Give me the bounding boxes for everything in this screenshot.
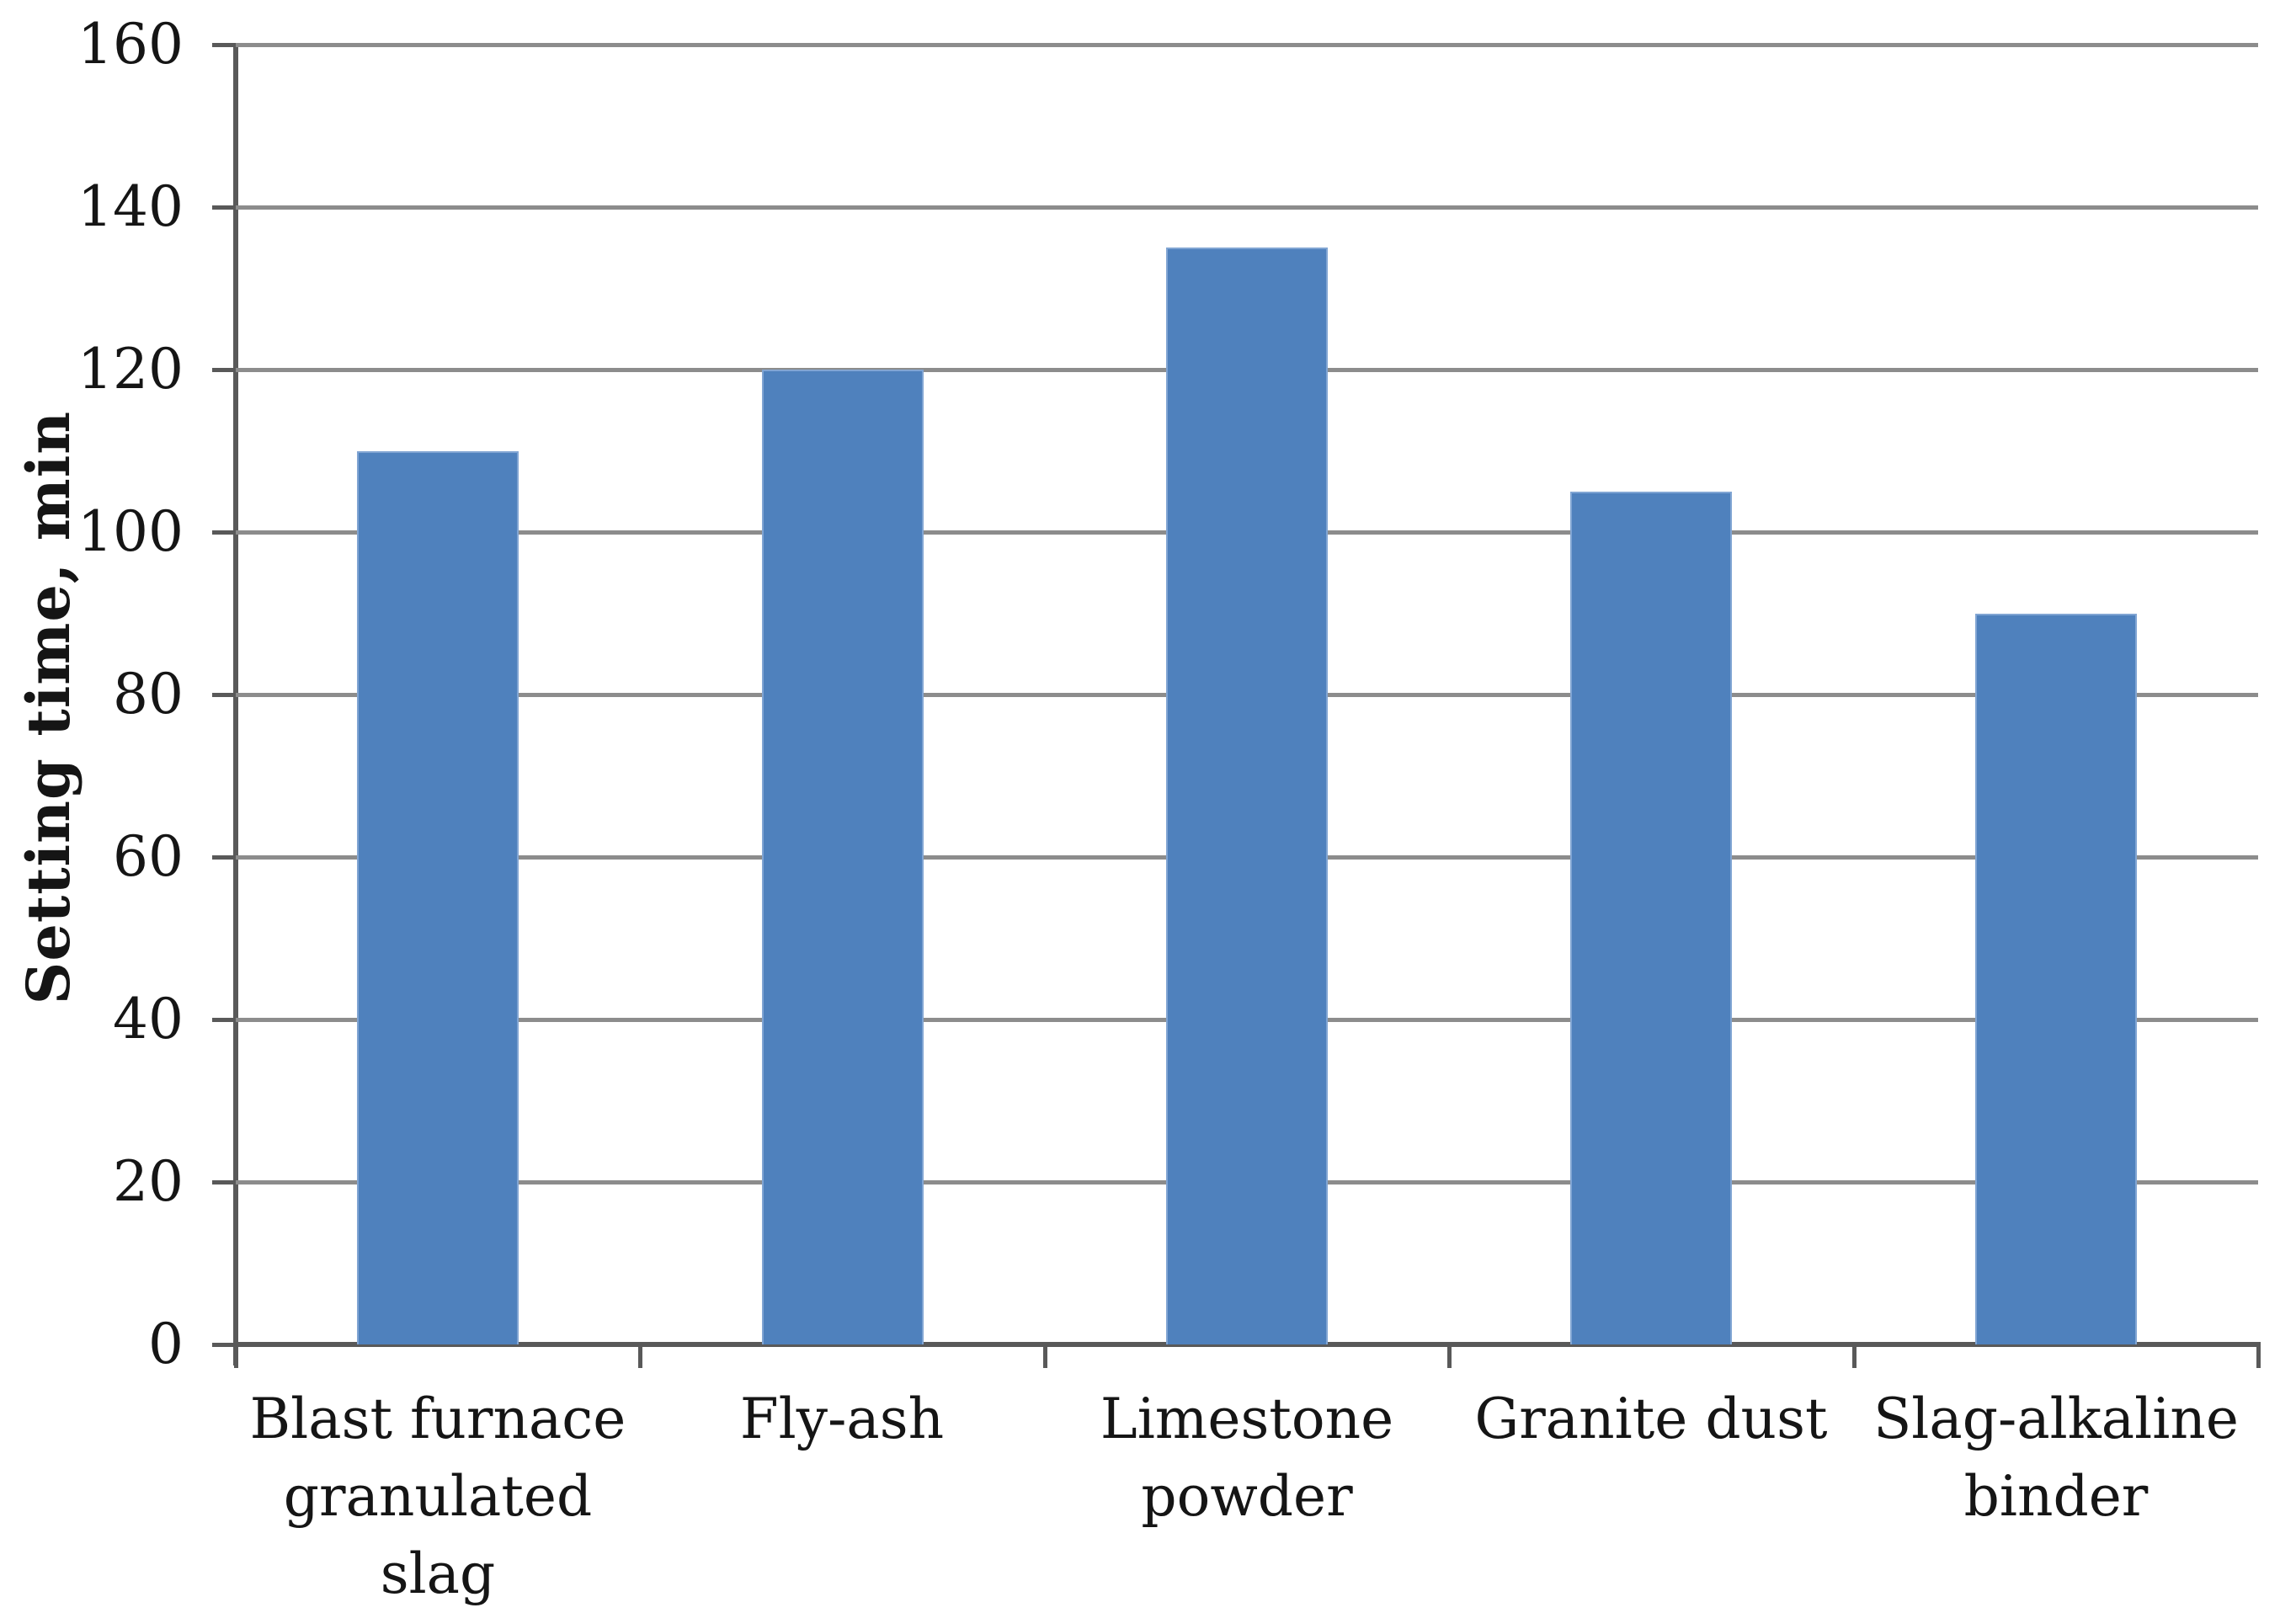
category-label: Fly-ash <box>739 1387 945 1451</box>
category-label: Granite dust <box>1474 1387 1828 1451</box>
y-axis-tick <box>212 205 236 210</box>
category-label: Slag-alkaline binder <box>1873 1387 2239 1529</box>
y-tick-label: 0 <box>148 1312 184 1376</box>
y-tick-label: 60 <box>113 824 184 889</box>
x-axis-tick <box>234 1347 238 1368</box>
y-tick-label: 20 <box>113 1149 184 1214</box>
bar <box>1975 614 2137 1344</box>
y-tick-label: 100 <box>77 499 184 564</box>
category-label: Limestone powder <box>1100 1387 1394 1529</box>
bar <box>357 451 519 1344</box>
y-axis-tick <box>212 1180 236 1184</box>
y-tick-label: 40 <box>113 987 184 1051</box>
x-axis-tick <box>638 1347 642 1368</box>
x-axis-line <box>233 1342 2261 1347</box>
gridline <box>236 43 2258 47</box>
y-axis-tick <box>212 1018 236 1022</box>
y-axis-line <box>233 45 238 1365</box>
bar <box>1570 492 1732 1344</box>
x-axis-tick <box>1852 1347 1857 1368</box>
plot-area: 0 20 40 60 80 100 120 140 160 Blast furnace granu… <box>77 12 2261 1606</box>
y-axis-tick <box>212 1343 236 1347</box>
y-tick-label: 80 <box>113 662 184 727</box>
bar <box>1166 248 1328 1344</box>
gridline <box>236 205 2258 210</box>
x-axis-tick <box>1043 1347 1047 1368</box>
y-axis-tick <box>212 530 236 535</box>
y-axis-tick <box>212 368 236 372</box>
y-tick-label: 160 <box>77 12 184 77</box>
y-tick-label: 140 <box>77 174 184 239</box>
y-axis-tick <box>212 693 236 697</box>
y-tick-label: 120 <box>77 337 184 402</box>
x-axis-tick <box>2256 1347 2261 1368</box>
bar <box>762 370 924 1344</box>
y-axis-tick <box>212 855 236 860</box>
category-label: Blast furnace granulated slag <box>249 1387 626 1606</box>
setting-time-bar-chart-figure: Setting time, min 0 20 40 60 80 100 120 140 160 B… <box>13 12 2261 1606</box>
x-axis-tick <box>1447 1347 1452 1368</box>
y-axis-tick <box>212 43 236 47</box>
